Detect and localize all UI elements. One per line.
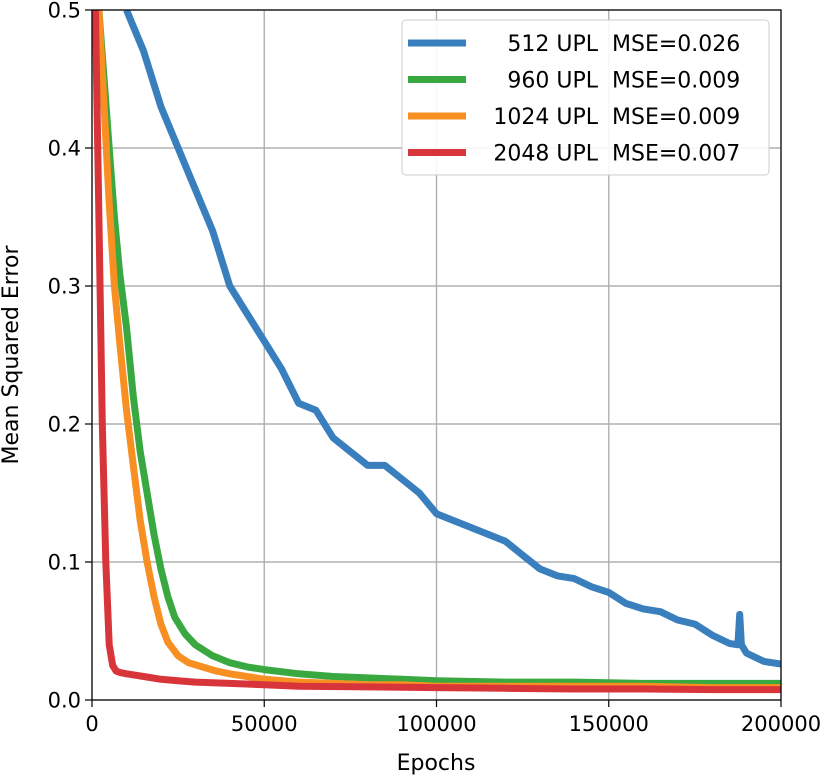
x-tick-label: 150000 [569, 712, 649, 736]
y-tick-label: 0.0 [48, 689, 81, 713]
x-axis-label: Epochs [397, 751, 476, 776]
legend-series-label: 2048 UPL [493, 142, 598, 167]
legend: 512 UPL MSE=0.026 960 UPL MSE=0.009 1024 UPL… [401, 19, 770, 176]
y-tick-label: 0.2 [48, 413, 81, 437]
legend-mse-label: MSE=0.007 [612, 142, 740, 167]
x-tick-label: 50000 [231, 712, 298, 736]
x-tick-label: 0 [85, 712, 98, 736]
x-tick-label: 100000 [396, 712, 476, 736]
y-tick-label: 0.1 [48, 551, 81, 575]
series-line-960-upl [95, 10, 781, 687]
legend-series-label: 512 UPL [507, 32, 598, 57]
y-tick-label: 0.4 [48, 137, 81, 161]
y-tick-label: 0.5 [48, 0, 81, 23]
legend-mse-label: MSE=0.009 [612, 105, 740, 130]
y-axis-label: Mean Squared Error [0, 245, 24, 465]
axis-ticks: 0 50000 100000 150000 200000 0.0 0.1 0.2 0.3 0.4 0… [48, 0, 821, 736]
legend-series-label: 960 UPL [507, 69, 598, 94]
legend-mse-label: MSE=0.009 [612, 69, 740, 94]
legend-mse-label: MSE=0.026 [612, 32, 740, 57]
y-tick-label: 0.3 [48, 275, 81, 299]
legend-series-label: 1024 UPL [493, 105, 598, 130]
x-tick-label: 200000 [741, 712, 821, 736]
series-lines [92, 10, 781, 694]
legend-box [401, 19, 770, 176]
series-line-512-upl [123, 10, 781, 668]
series-line-2048-upl [92, 10, 781, 694]
